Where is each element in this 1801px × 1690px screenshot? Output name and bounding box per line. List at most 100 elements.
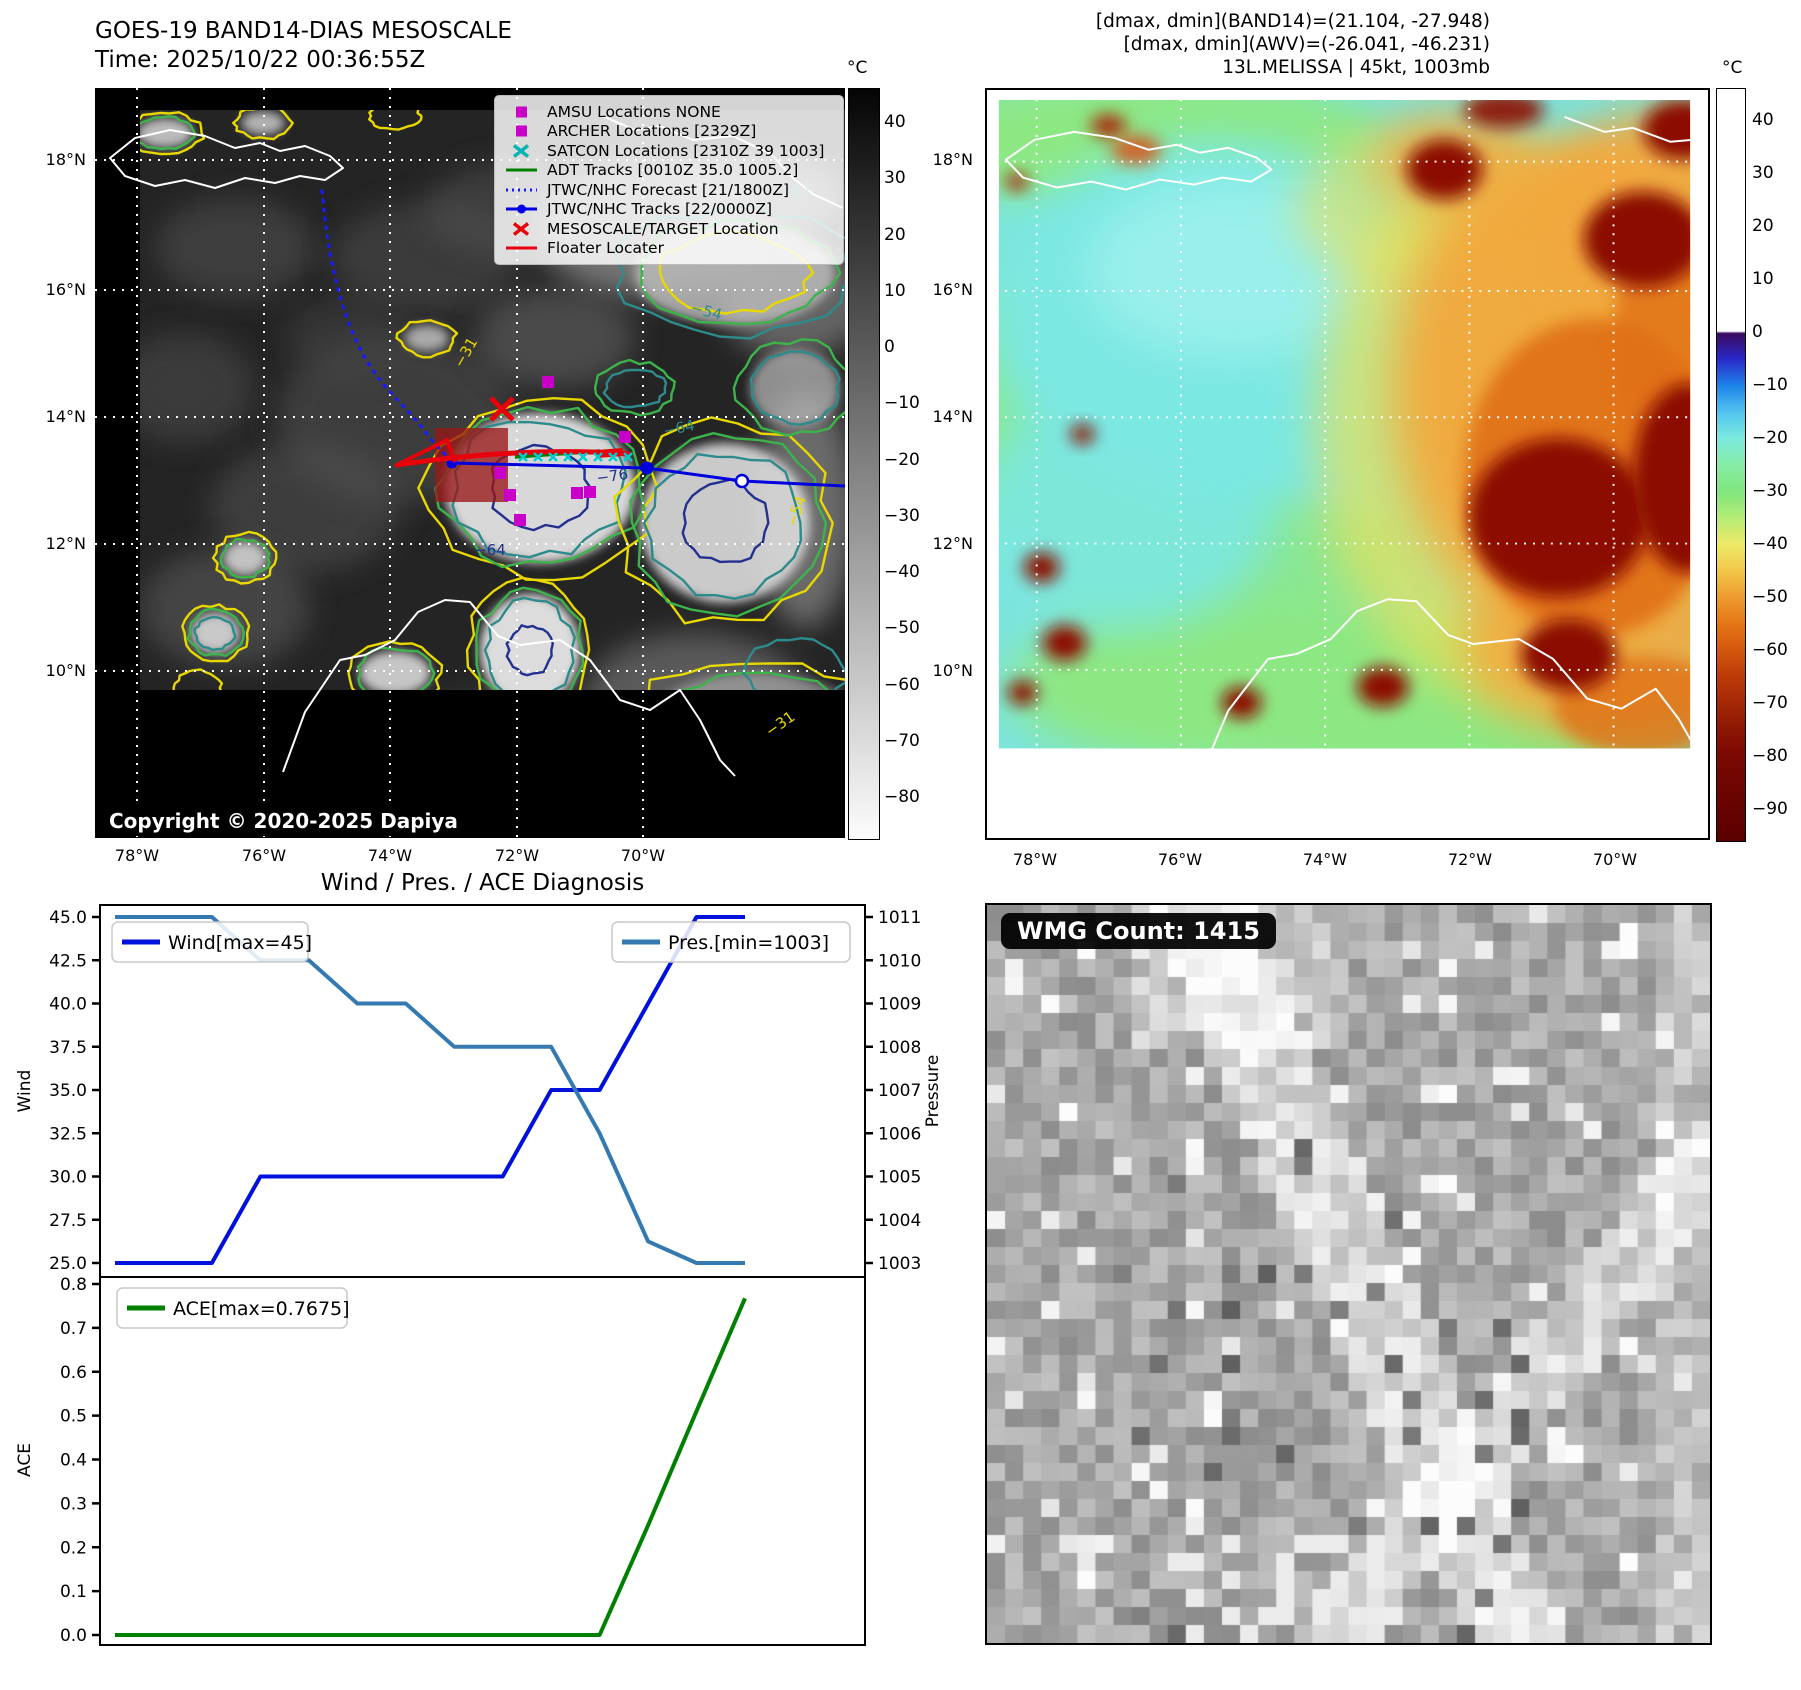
satcon-marker [623,452,633,462]
ace-ytick-label: 0.6 [60,1363,87,1383]
contour-line [232,110,294,141]
contour-line [742,637,845,690]
band14-lon-label: 78°W [114,846,160,865]
band14-lon-label: 74°W [367,846,413,865]
legend-item-label: ARCHER Locations [2329Z] [547,122,757,141]
wind-ytick-label: 25.0 [49,1254,87,1274]
awv-lat-label: 10°N [932,661,973,680]
awv-colorbar-tick: −40 [1752,534,1788,554]
pressure-ytick-label: 1009 [878,995,921,1015]
contour-line [368,110,423,131]
archer-marker [571,487,583,499]
ace-ytick-label: 0.4 [60,1451,87,1471]
band14-colorbar-tick: −40 [884,562,920,582]
best-track [451,461,846,488]
band14-colorbar-tick: −80 [884,787,920,807]
legend-item: ARCHER Locations [2329Z] [503,122,835,142]
ace-ytick-label: 0.3 [60,1494,87,1514]
pressure-ytick-label: 1011 [878,908,921,928]
awv-lat-label: 12°N [932,534,973,553]
wind-ytick-label: 35.0 [49,1081,87,1101]
ace-ytick-label: 0.5 [60,1407,87,1427]
awv-colorbar-tick: 0 [1752,322,1763,342]
band14-lat-label: 12°N [45,534,86,553]
legend-item: AMSU Locations NONE [503,102,835,122]
chart-legend-box [111,921,309,963]
awv-lat-label: 18°N [932,150,973,169]
satcon-marker [518,452,528,462]
line-marker-icon [506,168,537,172]
contour-line [347,640,444,690]
contour-line [172,668,224,690]
track-point-open [734,473,750,489]
legend-item-label: ADT Tracks [0010Z 35.0 1005.2] [547,161,799,180]
pressure-ytick-label: 1008 [878,1038,921,1058]
band14-colorbar-tick: −50 [884,618,920,639]
legend-item-label: MESOSCALE/TARGET Location [547,219,779,238]
wmg-count-badge: WMG Count: 1415 [1001,913,1276,949]
archer-marker [514,514,526,526]
band14-colorbar-tick: −30 [884,505,920,526]
wind-ytick-label: 45.0 [49,908,87,928]
contour-line [629,432,828,618]
awv-colorbar-tick: −70 [1752,693,1788,713]
band14-colorbar-tick: 10 [884,280,906,301]
contour-line [140,111,206,156]
ace-ytick-label: 0.0 [60,1626,87,1646]
legend-item-label: Floater Locater [547,239,664,258]
band14-lon-label: 72°W [494,846,540,865]
contour-line [505,624,554,677]
legend-item: ADT Tracks [0010Z 35.0 1005.2] [503,161,835,181]
awv-colorbar-tick: −50 [1752,587,1788,607]
line-marker-icon [506,246,537,250]
legend-item-label: JTWC/NHC Tracks [22/0000Z] [547,200,773,219]
legend-item-label: SATCON Locations [2310Z 39 1003] [547,141,825,160]
chart-legend-label: Wind[max=45] [168,932,312,954]
band14-lat-label: 16°N [45,280,86,299]
wind-axis-label: Wind [15,1070,35,1113]
floater-line [394,437,457,468]
legend-item-label: AMSU Locations NONE [547,102,721,121]
legend-item: Floater Locater [503,239,835,259]
square-marker-icon [516,125,527,137]
contour-line [602,368,668,409]
legend-item: MESOSCALE/TARGET Location [503,219,835,239]
satcon-marker [578,452,588,462]
satcon-marker [563,452,573,462]
band14-colorbar-tick: −20 [884,449,920,470]
legend-item: JTWC/NHC Forecast [21/1800Z] [503,180,835,200]
diagnosis-charts: 45.0 42.5 40.0 37.5 35.0 32.5 30.0 27.5 25.0 1011… [15,904,943,1646]
awv-colorbar-tick: −20 [1752,428,1788,448]
band14-colorbar-tick: 20 [884,224,906,245]
contour-line [219,537,271,579]
band14-lat-label: 14°N [45,407,86,426]
coastline [282,599,736,777]
band14-time: Time: 2025/10/22 00:36:55Z [95,47,426,73]
contour-line [749,350,841,426]
wmg-pixel-image [987,905,1710,1643]
band14-lon-label: 76°W [241,846,287,865]
wind-ytick-label: 27.5 [49,1211,87,1231]
awv-colorbar-tick: −80 [1752,746,1788,766]
contour-line [483,596,576,690]
ace-axis-label: ACE [15,1443,35,1477]
coastline [1202,598,1720,776]
satcon-marker [548,452,558,462]
pressure-ytick-label: 1007 [878,1081,921,1101]
wind-ytick-label: 37.5 [49,1038,87,1058]
pressure-ytick-label: 1005 [878,1168,921,1188]
contour-line [647,662,845,690]
awv-lon-label: 78°W [1012,850,1058,869]
band14-colorbar-tick: 30 [884,168,906,189]
x-marker-icon [512,221,530,236]
band14-colorbar-tick: −10 [884,393,920,414]
legend-item: SATCON Locations [2310Z 39 1003] [503,141,835,161]
coastline [109,129,344,189]
awv-colorbar-tick: 40 [1752,110,1774,130]
track-point [640,461,654,475]
archer-marker [504,489,516,501]
awv-colorbar-tick: −30 [1752,481,1788,501]
chart-legend-label: ACE[max=0.7675] [173,1298,350,1320]
contour-line [211,530,278,585]
awv-colorbar-tick: 30 [1752,163,1774,183]
